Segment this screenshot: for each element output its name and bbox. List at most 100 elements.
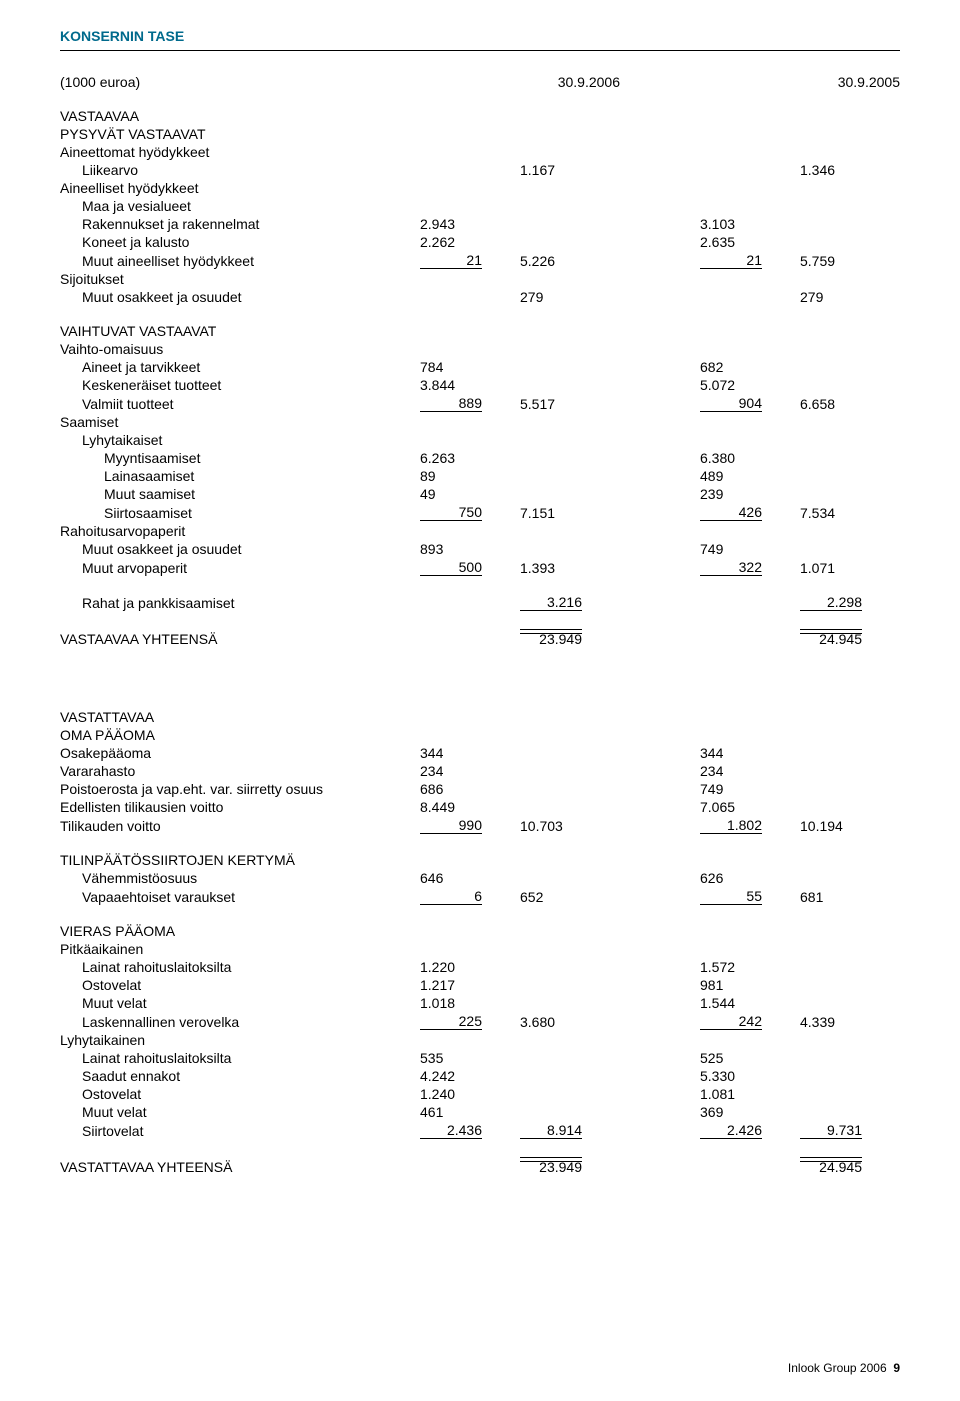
trade-recv-2005: 6.380 [700,449,800,467]
row-invest-shares: Muut osakkeet ja osuudet 279 279 [60,288,900,306]
lt-subtotal-2006: 3.680 [520,1012,620,1031]
loan-recv-2005: 489 [700,467,800,485]
inventory-label: Vaihto-omaisuus [60,340,420,358]
machinery-2006: 2.262 [420,233,520,251]
st-other-2005: 369 [700,1103,800,1121]
lt-other-2005: 1.544 [700,994,800,1012]
liab-total-2006: 23.949 [520,1157,582,1175]
finished-2005: 904 [700,395,762,412]
liab-total-2005: 24.945 [800,1157,862,1175]
sec-other-label: Muut arvopaperit [60,558,420,577]
lt-loans-2005: 1.572 [700,958,800,976]
other-recv-label: Muut saamiset [60,485,420,503]
retained-2006: 8.449 [420,798,520,816]
wip-2006: 3.844 [420,376,520,394]
section-liabilities: VASTATTAVAA [60,708,420,726]
st-subtotal-2005: 9.731 [800,1122,862,1139]
row-st-other: Muut velat 461 369 [60,1103,900,1121]
row-wip: Keskeneräiset tuotteet 3.844 5.072 [60,376,900,394]
row-lt-trade: Ostovelat 1.217 981 [60,976,900,994]
reserve-fund-2006: 234 [420,762,520,780]
row-voluntary-reserves: Vapaaehtoiset varaukset 6 652 55 681 [60,887,900,906]
other-tangible-2006: 21 [420,252,482,269]
buildings-label: Rakennukset ja rakennelmat [60,215,420,233]
share-capital-label: Osakepääoma [60,744,420,762]
minority-2006: 646 [420,869,520,887]
wip-2005: 5.072 [700,376,800,394]
st-loans-label: Lainat rahoituslaitoksilta [60,1049,420,1067]
wip-label: Keskeneräiset tuotteet [60,376,420,394]
other-recv-2006: 49 [420,485,520,503]
lt-trade-2005: 981 [700,976,800,994]
invest-shares-label: Muut osakkeet ja osuudet [60,288,420,306]
deferred-recv-2006: 750 [420,504,482,521]
lt-loans-2006: 1.220 [420,958,520,976]
sec-shares-2006: 893 [420,540,520,558]
row-assets-total: VASTAAVAA YHTEENSÄ 23.949 24.945 [60,628,900,648]
finished-2006: 889 [420,395,482,412]
minority-label: Vähemmistöosuus [60,869,420,887]
share-capital-2006: 344 [420,744,520,762]
st-trade-2005: 1.081 [700,1085,800,1103]
approp-subtotal-2005: 681 [800,887,900,906]
other-tangible-label: Muut aineelliset hyödykkeet [60,251,420,270]
advances-2006: 4.242 [420,1067,520,1085]
inventory-subtotal-2005: 6.658 [800,394,900,413]
short-term-liab-label: Lyhytaikainen [60,1031,420,1049]
other-recv-2005: 239 [700,485,800,503]
deferred-recv-2005: 426 [700,504,762,521]
investments-label: Sijoitukset [60,270,420,288]
st-loans-2006: 535 [420,1049,520,1067]
st-other-2006: 461 [420,1103,520,1121]
advances-label: Saadut ennakot [60,1067,420,1085]
lt-trade-2006: 1.217 [420,976,520,994]
depr-transfer-label: Poistoerosta ja vap.eht. var. siirretty … [60,780,420,798]
invest-shares-2006: 279 [520,288,620,306]
reserve-fund-2005: 234 [700,762,800,780]
row-deferred-tax: Laskennallinen verovelka 225 3.680 242 4… [60,1012,900,1031]
share-capital-2005: 344 [700,744,800,762]
assets-total-2005: 24.945 [800,629,862,647]
volres-2006: 6 [420,888,482,905]
receivables-label: Saamiset [60,413,420,431]
long-term-label: Pitkäaikainen [60,940,420,958]
equity-subtotal-2006: 10.703 [520,816,620,835]
lt-trade-label: Ostovelat [60,976,420,994]
row-share-capital: Osakepääoma 344 344 [60,744,900,762]
row-sec-other: Muut arvopaperit 500 1.393 322 1.071 [60,558,900,577]
st-other-label: Muut velat [60,1103,420,1121]
period-profit-2005: 1.802 [700,817,762,834]
tangible-subtotal-2006: 5.226 [520,251,620,270]
row-cash: Rahat ja pankkisaamiset 3.216 2.298 [60,593,900,612]
liab-total-label: VASTATTAVAA YHTEENSÄ [60,1156,420,1176]
st-trade-label: Ostovelat [60,1085,420,1103]
liabilities-table: VASTATTAVAA OMA PÄÄOMA Osakepääoma 344 3… [60,708,900,1176]
row-period-profit: Tilikauden voitto 990 10.703 1.802 10.19… [60,816,900,835]
advances-2005: 5.330 [700,1067,800,1085]
sec-shares-2005: 749 [700,540,800,558]
lt-other-2006: 1.018 [420,994,520,1012]
recv-subtotal-2005: 7.534 [800,503,900,522]
section-fixed-assets: PYSYVÄT VASTAAVAT [60,125,420,143]
finished-label: Valmiit tuotteet [60,394,420,413]
deferred-tax-2006: 225 [420,1013,482,1030]
machinery-2005: 2.635 [700,233,800,251]
row-machinery: Koneet ja kalusto 2.262 2.635 [60,233,900,251]
reserve-fund-label: Vararahasto [60,762,420,780]
materials-2006: 784 [420,358,520,376]
liabilities-header: VIERAS PÄÄOMA [60,922,420,940]
buildings-2005: 3.103 [700,215,800,233]
assets-total-label: VASTAAVAA YHTEENSÄ [60,628,420,648]
row-minority: Vähemmistöosuus 646 626 [60,869,900,887]
goodwill-2006: 1.167 [520,161,620,179]
buildings-2006: 2.943 [420,215,520,233]
page-number: 9 [893,1361,900,1375]
volres-label: Vapaaehtoiset varaukset [60,887,420,906]
materials-label: Aineet ja tarvikkeet [60,358,420,376]
row-finished: Valmiit tuotteet 889 5.517 904 6.658 [60,394,900,413]
row-materials: Aineet ja tarvikkeet 784 682 [60,358,900,376]
cash-2006: 3.216 [520,594,582,611]
accrued-label: Siirtovelat [60,1121,420,1140]
st-loans-2005: 525 [700,1049,800,1067]
row-loan-recv: Lainasaamiset 89 489 [60,467,900,485]
